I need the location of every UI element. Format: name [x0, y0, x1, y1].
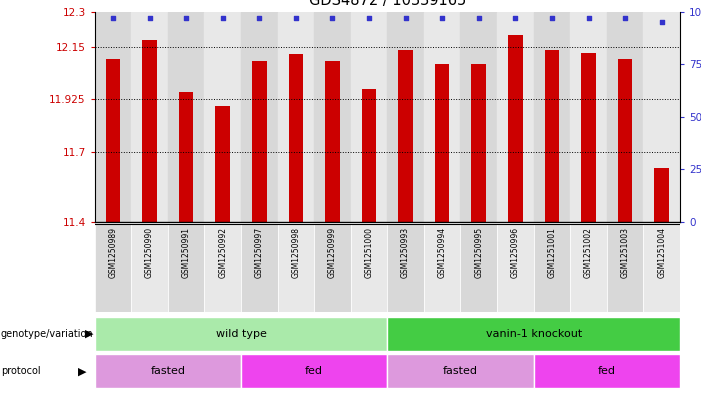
Point: [437, 15, 448, 21]
Bar: [241, 224, 278, 312]
Bar: [644, 12, 680, 222]
Bar: [168, 12, 205, 222]
Bar: [388, 224, 424, 312]
Text: GSM1250991: GSM1250991: [182, 227, 191, 278]
Bar: [398, 50, 413, 222]
Bar: [533, 354, 680, 388]
Point: [180, 15, 191, 21]
Bar: [314, 12, 350, 222]
Point: [290, 15, 301, 21]
Text: GSM1250992: GSM1250992: [218, 227, 227, 278]
Bar: [654, 168, 669, 222]
Bar: [179, 92, 193, 222]
Text: GSM1251003: GSM1251003: [620, 227, 629, 278]
Bar: [618, 59, 632, 222]
Text: GSM1250995: GSM1250995: [475, 227, 483, 278]
Bar: [131, 224, 168, 312]
Text: GSM1250994: GSM1250994: [437, 227, 447, 278]
Text: GSM1250996: GSM1250996: [511, 227, 520, 278]
Bar: [388, 354, 533, 388]
Point: [327, 15, 338, 21]
Text: wild type: wild type: [215, 329, 266, 339]
Bar: [533, 12, 570, 222]
Point: [546, 15, 557, 21]
Bar: [461, 12, 497, 222]
Point: [510, 15, 521, 21]
Text: protocol: protocol: [1, 366, 41, 376]
Bar: [95, 12, 131, 222]
Bar: [607, 12, 644, 222]
Bar: [205, 12, 241, 222]
Point: [144, 15, 155, 21]
Bar: [497, 224, 533, 312]
Text: fed: fed: [305, 366, 323, 376]
Text: fasted: fasted: [443, 366, 478, 376]
Bar: [388, 12, 424, 222]
Point: [254, 15, 265, 21]
Point: [583, 15, 594, 21]
Text: GSM1251004: GSM1251004: [657, 227, 666, 278]
Text: GSM1251000: GSM1251000: [365, 227, 374, 278]
Bar: [350, 224, 387, 312]
Bar: [278, 12, 314, 222]
Bar: [95, 354, 241, 388]
Bar: [205, 224, 241, 312]
Text: GSM1250989: GSM1250989: [109, 227, 118, 278]
Text: GSM1250997: GSM1250997: [254, 227, 264, 278]
Bar: [252, 61, 266, 222]
Bar: [131, 12, 168, 222]
Text: fasted: fasted: [150, 366, 185, 376]
Bar: [581, 53, 596, 222]
Bar: [289, 54, 303, 222]
Bar: [106, 59, 121, 222]
Bar: [424, 224, 461, 312]
Bar: [278, 224, 314, 312]
Text: fed: fed: [598, 366, 615, 376]
Bar: [168, 224, 205, 312]
Text: GSM1250993: GSM1250993: [401, 227, 410, 278]
Bar: [570, 12, 607, 222]
Point: [473, 15, 484, 21]
Bar: [362, 89, 376, 222]
Bar: [241, 354, 387, 388]
Bar: [424, 12, 461, 222]
Text: ▶: ▶: [85, 329, 93, 339]
Bar: [350, 12, 387, 222]
Point: [620, 15, 631, 21]
Text: GSM1251001: GSM1251001: [547, 227, 557, 277]
Bar: [607, 224, 644, 312]
Title: GDS4872 / 10339165: GDS4872 / 10339165: [308, 0, 466, 8]
Point: [217, 15, 229, 21]
Bar: [508, 35, 523, 222]
Bar: [95, 317, 387, 351]
Text: GSM1250998: GSM1250998: [292, 227, 300, 278]
Bar: [215, 107, 230, 222]
Bar: [325, 61, 340, 222]
Bar: [497, 12, 533, 222]
Bar: [472, 64, 486, 222]
Text: GSM1250999: GSM1250999: [328, 227, 337, 278]
Bar: [545, 50, 559, 222]
Text: GSM1251002: GSM1251002: [584, 227, 593, 277]
Bar: [570, 224, 607, 312]
Bar: [314, 224, 350, 312]
Bar: [95, 224, 131, 312]
Text: GSM1250990: GSM1250990: [145, 227, 154, 278]
Point: [107, 15, 118, 21]
Text: genotype/variation: genotype/variation: [1, 329, 93, 339]
Point: [656, 19, 667, 26]
Bar: [533, 224, 570, 312]
Bar: [142, 40, 157, 222]
Bar: [388, 317, 680, 351]
Point: [363, 15, 374, 21]
Bar: [461, 224, 497, 312]
Bar: [241, 12, 278, 222]
Point: [400, 15, 411, 21]
Bar: [435, 64, 449, 222]
Text: ▶: ▶: [79, 366, 87, 376]
Bar: [644, 224, 680, 312]
Text: vanin-1 knockout: vanin-1 knockout: [486, 329, 582, 339]
